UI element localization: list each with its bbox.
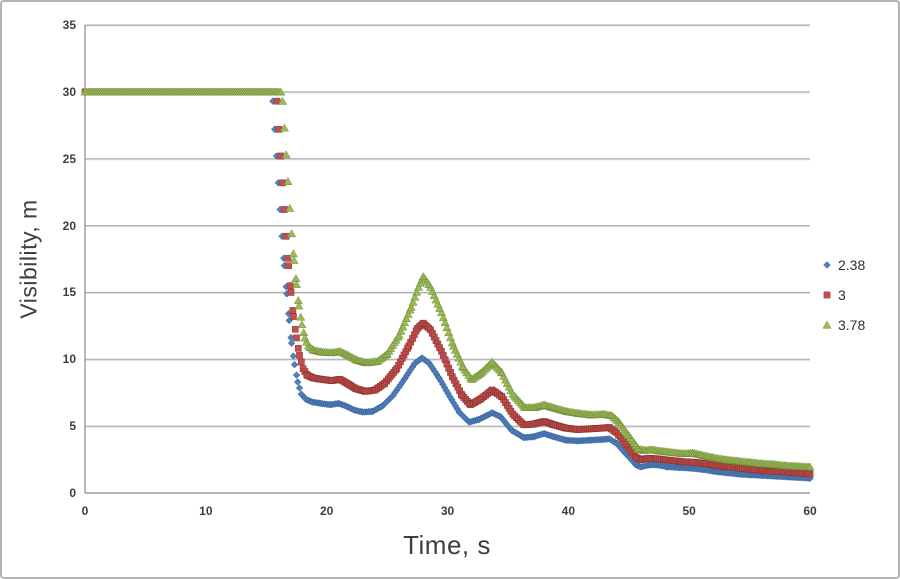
legend: 2.38 3 3.78 <box>822 250 865 340</box>
series-2.38 <box>81 88 814 483</box>
y-tick-label: 30 <box>62 84 76 99</box>
triangle-icon <box>822 320 832 329</box>
x-axis-title: Time, s <box>403 530 491 560</box>
y-tick-label: 0 <box>69 486 76 500</box>
x-tick-label: 30 <box>440 504 455 518</box>
y-tick-label: 5 <box>69 419 76 434</box>
square-icon <box>823 291 831 299</box>
x-tick-label: 50 <box>682 504 696 518</box>
x-tick-label: 60 <box>803 504 817 518</box>
series-3.78 <box>80 87 815 471</box>
y-tick-label: 35 <box>62 18 76 32</box>
legend-label: 3 <box>838 286 846 303</box>
y-tick-label: 20 <box>62 218 76 233</box>
x-tick-label: 10 <box>199 504 213 518</box>
y-axis-title: Visibility, m <box>15 199 42 319</box>
legend-label: 2.38 <box>838 256 866 273</box>
legend-item: 2.38 <box>822 250 865 280</box>
x-tick-label: 20 <box>319 504 334 518</box>
legend-label: 3.78 <box>838 316 866 333</box>
legend-item: 3 <box>822 280 865 310</box>
y-tick-label: 25 <box>62 151 76 166</box>
y-tick-label: 10 <box>62 352 76 367</box>
x-tick-label: 40 <box>561 504 575 518</box>
x-tick-label: 0 <box>81 504 89 518</box>
diamond-icon <box>823 261 831 269</box>
y-tick-label: 15 <box>62 285 76 300</box>
legend-item: 3.78 <box>822 310 865 340</box>
series-3 <box>81 88 814 478</box>
